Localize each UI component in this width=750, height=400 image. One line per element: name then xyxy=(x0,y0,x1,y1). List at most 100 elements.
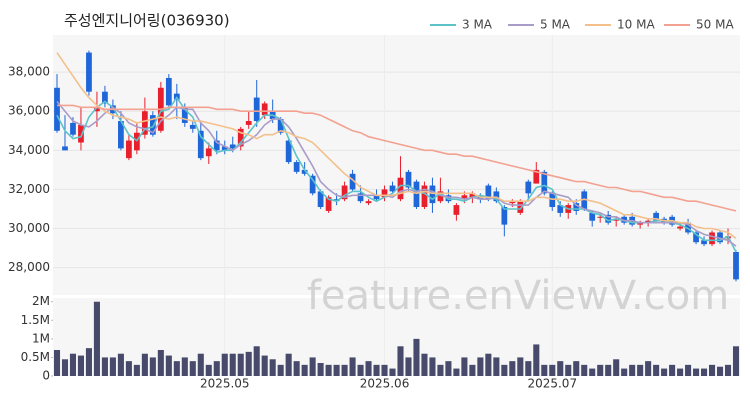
y-tick-label: 28,000 xyxy=(8,260,50,274)
volume-bar xyxy=(253,346,260,376)
volume-bar xyxy=(341,364,348,376)
candle-body xyxy=(453,205,460,215)
volume-bar xyxy=(613,359,620,376)
candle-body xyxy=(181,107,188,123)
volume-bar xyxy=(637,364,644,376)
candle-body xyxy=(357,193,364,202)
volume-bar xyxy=(693,368,700,376)
volume-bar xyxy=(525,361,532,376)
y-tick-label: 38,000 xyxy=(8,65,50,79)
candle-body xyxy=(437,191,444,202)
volume-bar xyxy=(317,363,324,376)
candle-body xyxy=(86,52,92,92)
x-tick-label: 2025.07 xyxy=(527,377,577,391)
volume-bar xyxy=(437,364,444,376)
volume-bar xyxy=(389,368,396,376)
candle-body xyxy=(709,232,715,245)
candle-body xyxy=(733,251,739,280)
candle-body xyxy=(94,107,100,112)
ma-line xyxy=(56,52,737,239)
candle-body xyxy=(621,216,628,223)
candle-body xyxy=(501,207,508,225)
volume-bar xyxy=(133,364,140,376)
legend: 3 MA 5 MA 10 MA 50 MA xyxy=(430,18,734,32)
volume-bar xyxy=(213,361,220,376)
volume-bar xyxy=(716,366,724,376)
volume-bar xyxy=(677,368,684,376)
volume-bar xyxy=(405,357,412,376)
candle-body xyxy=(165,78,172,106)
volume-bar xyxy=(397,346,404,376)
volume-bar xyxy=(645,361,652,376)
candle-body xyxy=(613,218,620,221)
volume-bar xyxy=(685,364,692,376)
volume-tick-label: 1M xyxy=(32,331,50,345)
candle-body xyxy=(317,191,324,208)
volume-tick-label: 0 xyxy=(42,369,50,383)
volume-bar xyxy=(653,364,660,376)
candle-body xyxy=(118,121,124,149)
volume-bar xyxy=(157,350,164,376)
candle-body xyxy=(405,171,412,188)
volume-bar xyxy=(461,357,468,376)
volume-bar xyxy=(229,353,236,376)
candle-body xyxy=(573,203,580,211)
candle-body xyxy=(285,140,292,163)
volume-bar xyxy=(453,368,460,376)
volume-bar xyxy=(589,368,596,376)
y-tick-label: 32,000 xyxy=(8,182,50,196)
volume-bar xyxy=(549,364,556,376)
y-tick-label: 30,000 xyxy=(8,221,50,235)
candle-body xyxy=(597,216,604,218)
candle-body xyxy=(341,185,348,200)
candle-body xyxy=(78,124,84,143)
candle-body xyxy=(525,181,532,194)
candle-body xyxy=(189,124,196,129)
candle-body xyxy=(637,222,644,225)
volume-bar xyxy=(573,361,580,376)
volume-bar xyxy=(357,364,364,376)
candle-body xyxy=(349,173,356,190)
candle-body xyxy=(229,144,236,149)
candle-body xyxy=(581,191,588,209)
volume-bar xyxy=(429,357,436,376)
candle-body xyxy=(653,212,659,221)
candle-body xyxy=(253,97,260,122)
volume-bar xyxy=(661,368,668,376)
volume-bar xyxy=(269,359,276,376)
volume-bar xyxy=(125,361,132,376)
candle-body xyxy=(389,185,396,192)
candle-body xyxy=(469,193,476,198)
candle-body xyxy=(277,119,284,133)
candle-body xyxy=(685,222,691,233)
candle-body xyxy=(333,199,340,202)
candle-body xyxy=(429,185,436,204)
volume-bar xyxy=(109,357,116,376)
volume-bar xyxy=(485,353,492,376)
candle-body xyxy=(421,185,428,208)
candle-body xyxy=(541,171,548,194)
candle-body xyxy=(509,201,516,204)
volume-bar xyxy=(477,357,484,376)
volume-bar xyxy=(309,357,316,376)
volume-bar xyxy=(189,361,196,376)
volume-bar xyxy=(669,364,676,376)
volume-tick-label: 0.5M xyxy=(21,350,50,364)
volume-bar xyxy=(413,338,420,376)
candle-body xyxy=(397,177,404,200)
candle-body xyxy=(549,193,556,208)
volume-bar xyxy=(501,364,508,376)
volume-bar xyxy=(732,346,740,376)
volume-bar xyxy=(165,355,172,376)
candle-body xyxy=(141,111,148,135)
volume-bar xyxy=(245,351,252,376)
volume-bar xyxy=(293,361,300,376)
volume-bar xyxy=(724,364,732,376)
volume-bar xyxy=(605,364,612,376)
candle-body xyxy=(645,220,652,223)
volume-bar xyxy=(53,350,61,376)
volume-bar xyxy=(373,364,380,376)
legend-label: 10 MA xyxy=(617,18,655,32)
candle-body xyxy=(605,214,612,223)
volume-bar xyxy=(621,368,628,376)
